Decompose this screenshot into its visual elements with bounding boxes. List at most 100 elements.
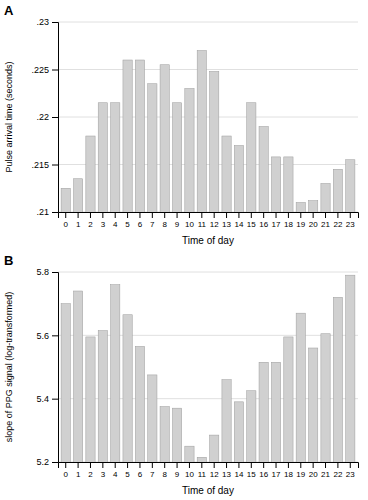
- tick-mark: [78, 462, 79, 468]
- tick-mark: [214, 462, 215, 468]
- tick: 10: [185, 462, 194, 479]
- tick-label: 23: [346, 470, 355, 479]
- tick-label: 21: [321, 470, 330, 479]
- tick: 8: [162, 212, 167, 229]
- bar: [259, 362, 268, 462]
- tick: .215: [31, 160, 58, 170]
- tick-mark: [52, 70, 58, 71]
- tick-label: 20: [309, 470, 318, 479]
- tick: 17: [272, 212, 281, 229]
- tick: 18: [284, 212, 293, 229]
- bar: [346, 160, 355, 212]
- tick-label: 17: [272, 470, 281, 479]
- bar: [135, 346, 144, 462]
- tick: 22: [333, 462, 342, 479]
- tick: 11: [198, 462, 207, 479]
- tick-mark: [90, 212, 91, 218]
- tick-mark: [189, 212, 190, 218]
- tick-label: 7: [150, 220, 155, 229]
- bar: [148, 84, 157, 212]
- tick-mark: [65, 462, 66, 468]
- bar: [86, 136, 95, 212]
- panel-label: A: [4, 3, 14, 18]
- bar: [172, 103, 181, 212]
- tick-label: 9: [175, 220, 180, 229]
- tick-label: 21: [321, 220, 330, 229]
- tick-mark: [226, 462, 227, 468]
- tick: 18: [284, 462, 293, 479]
- tick: 5.6: [36, 331, 58, 341]
- tick-mark: [152, 462, 153, 468]
- tick-label: 14: [234, 470, 243, 479]
- tick-mark: [177, 462, 178, 468]
- tick-label: 2: [88, 470, 93, 479]
- tick: 2: [88, 212, 93, 229]
- bars: [61, 275, 355, 462]
- tick: 19: [296, 462, 305, 479]
- bar: [346, 275, 355, 462]
- bar: [309, 201, 318, 212]
- tick: 9: [175, 212, 180, 229]
- tick: 0: [64, 462, 69, 479]
- tick: 3: [101, 462, 106, 479]
- tick-label: 11: [198, 470, 207, 479]
- tick-mark: [52, 22, 58, 23]
- bar: [61, 188, 70, 212]
- tick-label: 8: [162, 470, 167, 479]
- tick-mark: [127, 212, 128, 218]
- bar: [309, 348, 318, 462]
- tick-label: 12: [210, 220, 219, 229]
- tick: 16: [259, 462, 268, 479]
- axis-line: [59, 213, 359, 219]
- y-axis: 5.25.45.65.8: [36, 267, 58, 467]
- tick: 5: [125, 212, 130, 229]
- bar: [123, 60, 132, 212]
- tick-label: 23: [346, 220, 355, 229]
- tick-mark: [127, 462, 128, 468]
- tick-label: 17: [272, 220, 281, 229]
- tick-mark: [115, 462, 116, 468]
- tick-label: 10: [185, 220, 194, 229]
- tick-label: 5: [125, 220, 130, 229]
- bar: [111, 103, 120, 212]
- tick: 6: [138, 462, 143, 479]
- bar: [148, 375, 157, 462]
- tick: 5: [125, 462, 130, 479]
- bar: [210, 71, 219, 212]
- tick: 20: [309, 462, 318, 479]
- tick-mark: [152, 212, 153, 218]
- tick-mark: [300, 462, 301, 468]
- bar: [234, 146, 243, 213]
- bar: [247, 103, 256, 212]
- tick-mark: [214, 212, 215, 218]
- tick: 5.8: [36, 267, 58, 277]
- bar: [333, 169, 342, 212]
- tick: 14: [234, 212, 243, 229]
- tick-mark: [288, 212, 289, 218]
- axis-line: [59, 463, 359, 469]
- tick: 10: [185, 212, 194, 229]
- tick-label: .23: [36, 17, 49, 27]
- tick: 19: [296, 212, 305, 229]
- tick-mark: [276, 212, 277, 218]
- bar: [197, 51, 206, 213]
- tick: 4: [113, 212, 118, 229]
- tick-mark: [276, 462, 277, 468]
- axis-line: [52, 23, 59, 213]
- tick-label: 3: [101, 470, 106, 479]
- tick: 22: [333, 212, 342, 229]
- tick-mark: [65, 212, 66, 218]
- bar: [210, 435, 219, 462]
- bar: [73, 291, 82, 462]
- tick-label: 9: [175, 470, 180, 479]
- bar: [321, 184, 330, 213]
- tick-mark: [102, 462, 103, 468]
- tick-label: 0: [64, 470, 69, 479]
- tick: 2: [88, 462, 93, 479]
- tick-label: 13: [222, 220, 231, 229]
- tick-mark: [102, 212, 103, 218]
- tick: 12: [210, 462, 219, 479]
- tick-label: 20: [309, 220, 318, 229]
- tick: 5.4: [36, 394, 58, 404]
- tick-mark: [189, 462, 190, 468]
